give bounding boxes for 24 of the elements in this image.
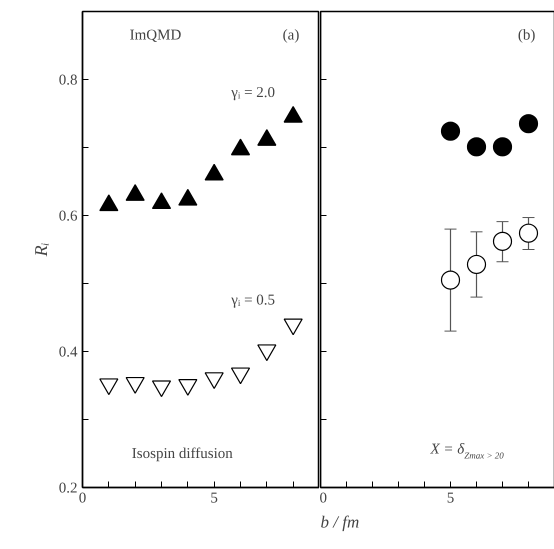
point	[440, 122, 460, 141]
point	[440, 270, 460, 290]
x-tick-label: 5	[446, 490, 454, 506]
point	[492, 137, 512, 156]
annotation: (b)	[518, 27, 536, 44]
y-tick-label: 0.4	[58, 344, 78, 360]
point	[466, 137, 486, 156]
series-label: γᵢ = 0.5	[230, 292, 276, 308]
y-tick-label: 0.2	[58, 480, 78, 496]
annotation: (a)	[282, 27, 300, 44]
series-label: γᵢ = 2.0	[230, 85, 276, 102]
y-tick-label: 0.8	[58, 72, 78, 88]
annotation: Isospin diffusion	[132, 446, 234, 462]
x-axis-title: b / fm	[320, 512, 360, 532]
point	[518, 114, 538, 134]
annotation: ImQMD	[130, 27, 182, 44]
x-tick-label: 5	[210, 490, 218, 506]
point	[492, 232, 512, 251]
point	[466, 254, 486, 274]
y-tick-label: 0.6	[58, 208, 78, 224]
x-tick-label: 0	[78, 490, 86, 506]
x-tick-label: 0	[320, 490, 327, 506]
y-axis-title: Rᵢ	[30, 242, 51, 258]
point	[518, 224, 538, 243]
